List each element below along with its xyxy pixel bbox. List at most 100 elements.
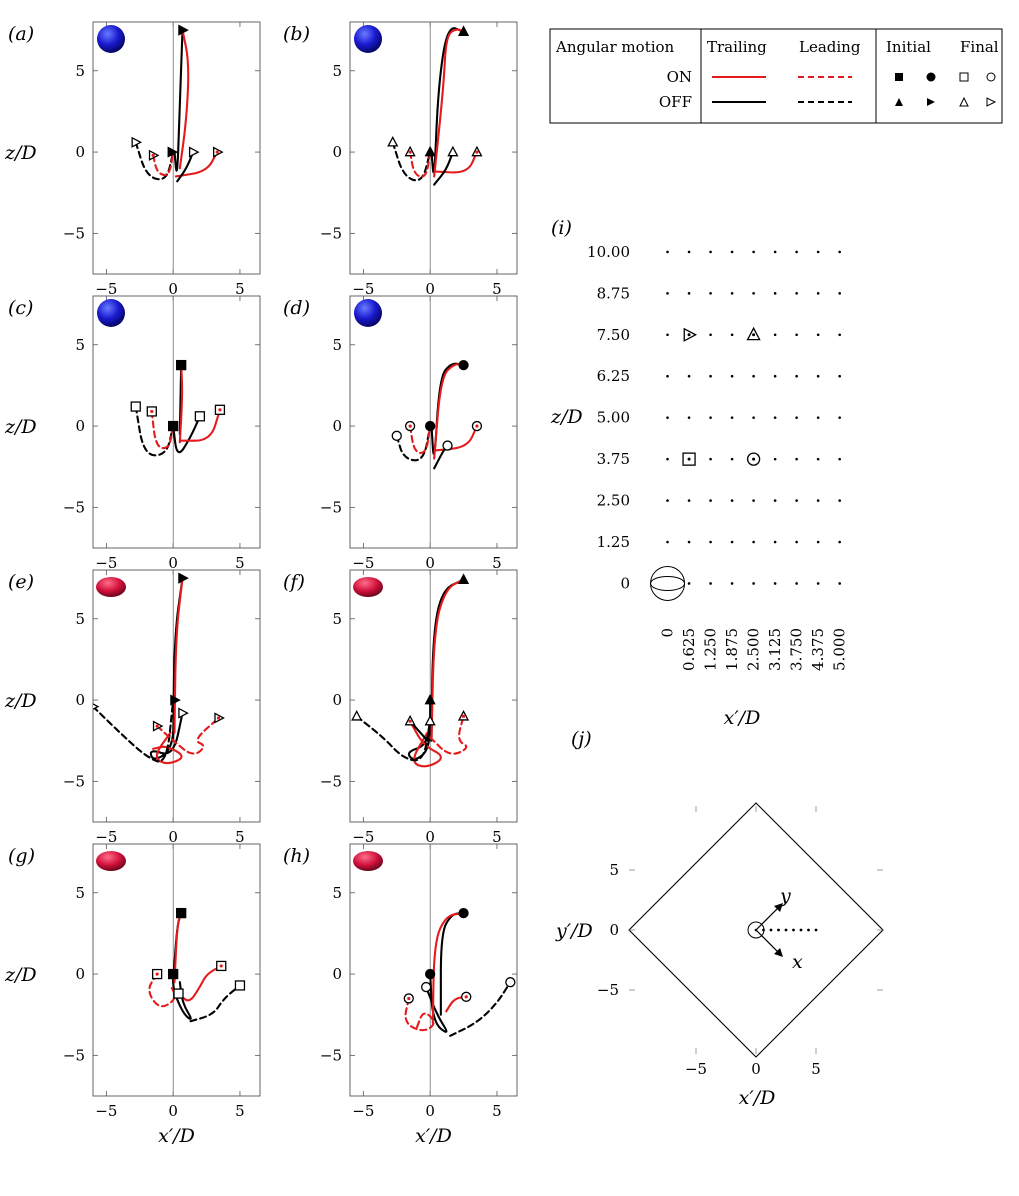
legend-final-square: [959, 72, 969, 82]
marker-tri-up: [457, 25, 470, 37]
marker-square: [176, 907, 187, 919]
marker-tri-up: [424, 714, 436, 726]
grid-dot: [730, 333, 734, 337]
grid-dot: [773, 333, 777, 337]
series-leading-off: [134, 141, 175, 181]
station-dot: [807, 928, 810, 932]
marker-square-dot: [150, 409, 154, 414]
y-tick-label: 0: [332, 417, 342, 435]
grid-dot: [816, 416, 820, 419]
x-tick-label: 0: [659, 628, 677, 638]
grid-dot: [730, 457, 734, 461]
x-tick-label: 5: [235, 828, 245, 846]
marker-tri-up-dot: [408, 150, 412, 154]
legend-header-initial: Initial: [886, 38, 931, 56]
y-axis-arrow: [755, 906, 780, 931]
marker-circle: [391, 430, 402, 441]
grid-dot: [838, 333, 841, 337]
marker-tri-right-dot: [216, 716, 221, 720]
grid-dot: [773, 416, 777, 419]
marker-square: [176, 359, 187, 371]
plot-frame: [92, 21, 261, 275]
legend-header-trailing: Trailing: [707, 38, 767, 56]
x-tick-label: 5: [811, 1060, 821, 1078]
series-leading-off: [189, 984, 242, 1023]
grid-dot: [709, 540, 712, 544]
panel-b: −5 0 5 −5 0 5 (b): [283, 21, 518, 298]
local-x-label: x: [792, 951, 803, 973]
y-tick-label: 5: [75, 610, 85, 628]
domain-diamond: [628, 802, 884, 1058]
station-dot: [762, 928, 765, 932]
grid-dot: [709, 333, 712, 337]
highlight-center: [687, 457, 691, 461]
series-group: [131, 24, 224, 183]
highlight-center: [752, 333, 756, 337]
grid-dot: [816, 250, 820, 254]
x-axis-label: x′/D: [158, 1125, 195, 1147]
body-outline: [650, 565, 686, 601]
y-tick-label: 0: [75, 143, 85, 161]
marker-square: [173, 988, 184, 999]
y-axis-label: z/D: [4, 142, 37, 164]
x-tick-label: 1.250: [702, 628, 720, 671]
panel-label: (a): [8, 23, 34, 45]
panel-f: −5 0 5 −5 0 5 (f): [283, 569, 518, 846]
x-arrowhead: [774, 948, 784, 958]
x-tick-label: 5: [235, 280, 245, 298]
series-leading-on: [152, 151, 175, 177]
marker-circle-dot: [407, 996, 411, 1001]
grid-dot: [752, 250, 755, 254]
series-trailing-on: [431, 912, 465, 1024]
series-leading-on: [404, 997, 435, 1032]
x-tick-label: 1.875: [723, 628, 741, 671]
grid-dot: [773, 374, 777, 378]
panel-label: (j): [571, 728, 592, 750]
x-tick-label: −5: [95, 280, 117, 298]
grid-dot: [666, 374, 669, 378]
y-tick-label: −5: [320, 498, 342, 516]
series-leading-off: [449, 981, 512, 1037]
grid-dot: [687, 582, 691, 585]
series-leading-off: [355, 715, 432, 762]
marker-tri-up: [447, 145, 459, 157]
marker-tri-right: [178, 572, 189, 584]
x-tick-label: −5: [95, 1102, 117, 1120]
legend-header-angular: Angular motion: [555, 38, 675, 56]
x-tick-label: 0: [168, 828, 178, 846]
marker-circle: [442, 440, 453, 451]
panel-d: −5 0 5 −5 0 5 (d): [283, 295, 518, 572]
marker-square-dot: [219, 964, 223, 968]
series-leading-on: [150, 410, 175, 450]
series-leading-on: [409, 425, 432, 454]
series-group: [93, 572, 225, 765]
y-axis-label: z/D: [550, 406, 583, 428]
grid-dot: [773, 292, 777, 295]
grid-dot: [666, 457, 669, 461]
y-tick-label: −5: [63, 1046, 85, 1064]
grid-dot: [795, 374, 798, 378]
grid-dot: [730, 416, 734, 419]
y-tick-label: 6.25: [597, 367, 630, 385]
marker-square-dot: [218, 408, 222, 412]
x-tick-label: −5: [95, 828, 117, 846]
grid-dot: [687, 374, 691, 378]
grid-dot: [816, 333, 820, 337]
highlight-center: [752, 457, 756, 461]
station-dot: [769, 928, 773, 932]
marker-tri-right-dot: [151, 153, 155, 157]
x-tick-label: 5: [235, 554, 245, 572]
y-tick-label: 10.00: [587, 243, 630, 261]
grid-dot: [773, 457, 777, 461]
spheroid-icon: [353, 577, 383, 597]
series-leading-off: [395, 425, 432, 462]
x-axis-label: x′/D: [739, 1087, 776, 1109]
grid-dot: [773, 499, 777, 502]
panel-label: (c): [8, 297, 33, 319]
grid-dot: [752, 582, 755, 585]
grid-dot: [687, 250, 691, 254]
legend-row-on: ON: [667, 68, 692, 86]
grid-dot: [752, 540, 755, 544]
grid-dot: [730, 540, 734, 544]
